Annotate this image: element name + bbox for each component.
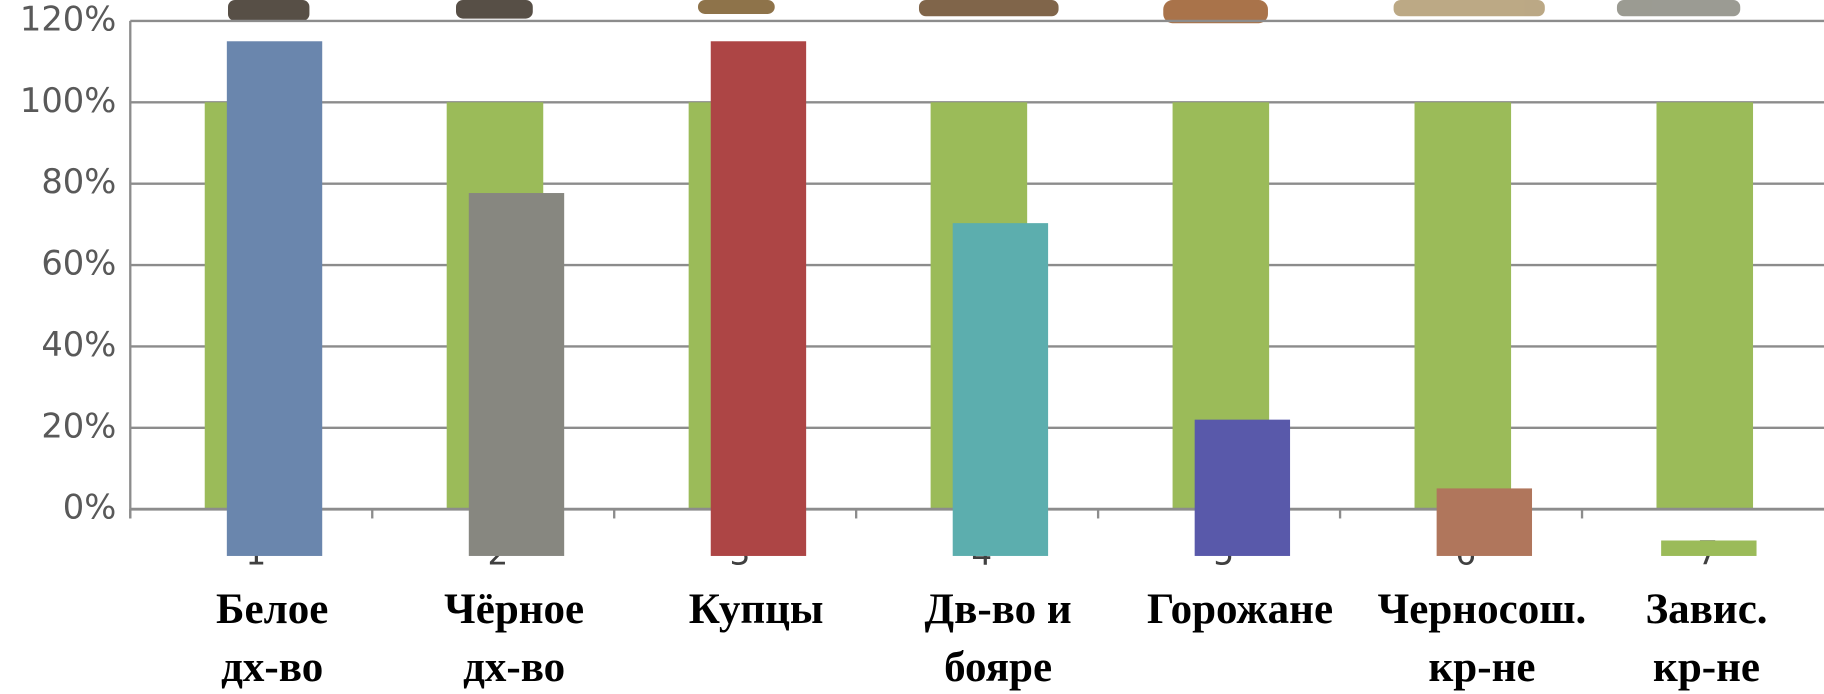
y-tick-label: 60%: [41, 244, 116, 283]
overlay-bar: [468, 193, 565, 556]
bar: [1414, 102, 1512, 510]
category-label: кр-не: [1429, 644, 1536, 691]
category-label: Чёрное: [444, 586, 584, 633]
y-tick-label: 0%: [63, 488, 117, 527]
category-label: Купцы: [689, 586, 824, 633]
category-label: кр-не: [1653, 644, 1760, 691]
overlay-bar: [710, 41, 807, 556]
y-tick-label: 40%: [41, 325, 116, 364]
y-tick-label: 80%: [41, 162, 116, 201]
overlay-bar: [1194, 419, 1291, 556]
top-figures: [228, 0, 1741, 24]
overlay-bar: [1436, 488, 1533, 556]
category-label: дх-во: [221, 644, 323, 691]
overlay-bar: [226, 41, 323, 556]
category-label: Белое: [216, 586, 328, 633]
y-tick-label: 20%: [41, 406, 116, 445]
y-tick-label: 100%: [20, 81, 116, 120]
category-label: дх-во: [463, 644, 565, 691]
category-label: Дв-во и: [924, 586, 1071, 633]
y-tick-label: 120%: [20, 0, 116, 38]
overlay-bar: [1661, 540, 1757, 556]
overlay-bar: [952, 223, 1049, 556]
category-label: Горожане: [1147, 586, 1333, 633]
category-label: Черносош.: [1378, 586, 1587, 633]
bar: [1656, 102, 1754, 510]
category-label: Завис.: [1645, 586, 1767, 633]
category-label: бояре: [944, 644, 1052, 691]
